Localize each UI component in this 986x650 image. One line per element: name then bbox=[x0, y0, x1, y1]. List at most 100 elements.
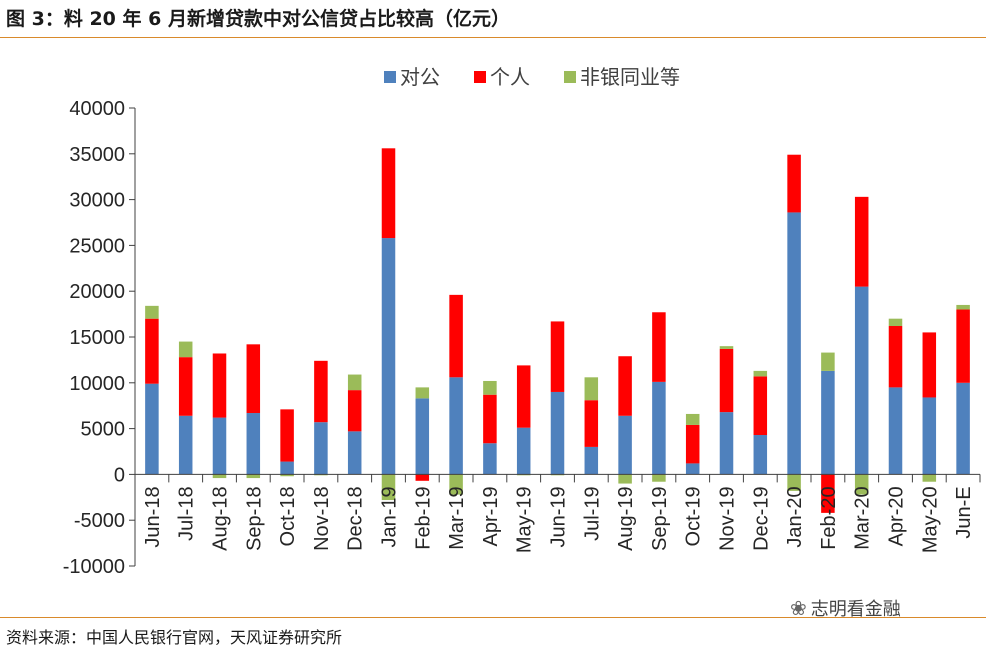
watermark-text: 志明看金融 bbox=[810, 599, 901, 620]
bar-segment bbox=[347, 374, 362, 391]
x-tick-label: Jul-19 bbox=[581, 486, 603, 540]
x-tick-label: Nov-18 bbox=[311, 486, 333, 550]
x-tick-label: Dec-18 bbox=[345, 486, 367, 550]
bar-segment bbox=[956, 382, 970, 475]
bar-segment bbox=[719, 346, 734, 349]
bar-segment bbox=[821, 352, 835, 371]
bar-segment bbox=[652, 312, 666, 382]
x-tick-label: Oct-19 bbox=[683, 486, 705, 546]
bar-segment bbox=[449, 377, 463, 475]
bar-segment bbox=[314, 422, 328, 475]
y-tick-label: 30000 bbox=[69, 190, 125, 212]
y-tick-label: -10000 bbox=[63, 556, 125, 578]
bar-segment bbox=[584, 400, 599, 447]
x-tick-label: Jul-18 bbox=[176, 486, 198, 540]
bar-segment bbox=[246, 344, 261, 414]
x-tick-label: Feb-19 bbox=[412, 486, 434, 549]
x-tick-label: Oct-18 bbox=[277, 486, 299, 546]
bar-segment bbox=[685, 413, 700, 425]
bar-segment bbox=[821, 370, 835, 475]
bar-segment bbox=[787, 212, 801, 475]
bar-segment bbox=[381, 238, 396, 475]
bar-segment bbox=[821, 474, 835, 513]
y-tick-label: -5000 bbox=[74, 510, 125, 532]
y-tick-label: 25000 bbox=[69, 235, 125, 257]
bar-segment bbox=[719, 412, 734, 475]
legend-label: 个人 bbox=[490, 65, 530, 89]
y-tick-label: 20000 bbox=[69, 281, 125, 303]
bar-segment bbox=[922, 332, 937, 398]
bar-segment bbox=[956, 304, 970, 310]
bar-segment bbox=[753, 376, 768, 436]
bar-segment bbox=[922, 474, 937, 482]
y-tick-label: 10000 bbox=[69, 373, 125, 395]
bar-segment bbox=[483, 380, 497, 395]
bar-segment bbox=[652, 381, 666, 475]
wechat-icon: ❀ bbox=[790, 596, 807, 620]
bar-segment bbox=[753, 370, 768, 377]
source-note: 资料来源：中国人民银行官网，天风证券研究所 bbox=[6, 628, 343, 647]
x-tick-label: Jun-18 bbox=[142, 486, 164, 547]
bar-segment bbox=[145, 318, 159, 384]
bar-segment bbox=[347, 431, 362, 475]
bar-segment bbox=[449, 474, 463, 495]
bar-segment bbox=[449, 294, 463, 378]
y-tick-label: 40000 bbox=[69, 98, 125, 120]
y-tick-label: 5000 bbox=[81, 419, 126, 441]
bar-segment bbox=[246, 413, 261, 475]
legend: 对公 个人 非银同业等 bbox=[384, 65, 680, 89]
x-tick-label: Apr-19 bbox=[480, 486, 502, 546]
bar-segment bbox=[516, 365, 531, 428]
legend-swatch bbox=[564, 71, 576, 83]
bar-segment bbox=[787, 154, 801, 213]
bar-segment bbox=[483, 394, 497, 444]
bar-segment bbox=[415, 387, 430, 399]
bar-segment bbox=[685, 463, 700, 475]
bar-segment bbox=[280, 409, 294, 462]
x-tick-label: Jun-E bbox=[953, 486, 975, 538]
bar-segment bbox=[347, 390, 362, 432]
bar-segment bbox=[280, 474, 294, 477]
bar-segment bbox=[212, 474, 227, 479]
legend-label: 非银同业等 bbox=[580, 65, 680, 89]
x-tick-label: Feb-20 bbox=[818, 486, 840, 549]
x-tick-label: Sep-19 bbox=[649, 486, 671, 551]
x-tick-label: Aug-18 bbox=[210, 486, 232, 551]
legend-swatch bbox=[384, 71, 396, 83]
bar-segment bbox=[314, 360, 328, 423]
bottom-rule bbox=[0, 617, 986, 618]
bar-segment bbox=[719, 348, 734, 413]
x-tick-label: Dec-19 bbox=[750, 486, 772, 550]
bar-segment bbox=[280, 461, 294, 475]
x-tick-label: Apr-20 bbox=[886, 486, 908, 546]
stacked-bar-chart: 对公 个人 非银同业等 -10000 -5000 0 5000 10000 15000 2000… bbox=[63, 65, 981, 578]
bar-segment bbox=[483, 443, 497, 475]
legend-label: 对公 bbox=[400, 65, 440, 89]
bar-segment bbox=[178, 415, 193, 475]
y-tick-label: 0 bbox=[114, 464, 125, 486]
bar-segment bbox=[854, 196, 869, 287]
bar-segment bbox=[212, 353, 227, 418]
x-tick-label: Aug-19 bbox=[615, 486, 637, 551]
x-tick-label: Jun-19 bbox=[548, 486, 570, 547]
bar-segment bbox=[922, 397, 937, 475]
bar-segment bbox=[888, 326, 903, 388]
x-tick-label: May-20 bbox=[919, 486, 941, 553]
bar-segment bbox=[550, 321, 565, 392]
bar-segment bbox=[178, 341, 193, 358]
figure-title: 图 3：料 20 年 6 月新增贷款中对公信贷占比较高（亿元） bbox=[6, 8, 510, 30]
bar-segment bbox=[787, 474, 801, 491]
bar-segment bbox=[888, 387, 903, 475]
x-tick-label: May-19 bbox=[514, 486, 536, 553]
bar-segment bbox=[415, 398, 430, 475]
bar-segment bbox=[381, 148, 396, 239]
bar-segment bbox=[753, 435, 768, 475]
bar-segment bbox=[618, 474, 632, 484]
bar-segment bbox=[854, 286, 869, 475]
x-tick-label: Mar-20 bbox=[852, 486, 874, 549]
bar-segment bbox=[212, 417, 227, 475]
bar-segment bbox=[854, 474, 869, 495]
bar-segment bbox=[550, 391, 565, 475]
bar-segment bbox=[652, 474, 666, 482]
watermark: ❀ 志明看金融 bbox=[790, 595, 901, 621]
